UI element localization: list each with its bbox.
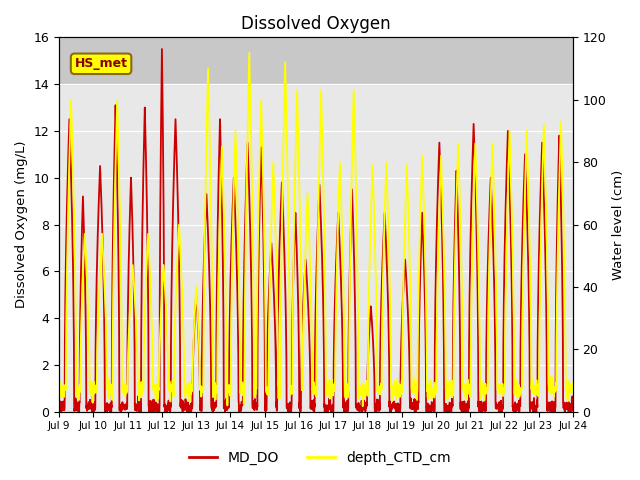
Legend: MD_DO, depth_CTD_cm: MD_DO, depth_CTD_cm bbox=[184, 445, 456, 471]
Y-axis label: Water level (cm): Water level (cm) bbox=[612, 169, 625, 280]
Bar bbox=[59, 37, 573, 84]
Y-axis label: Dissolved Oxygen (mg/L): Dissolved Oxygen (mg/L) bbox=[15, 141, 28, 308]
Title: Dissolved Oxygen: Dissolved Oxygen bbox=[241, 15, 391, 33]
Text: HS_met: HS_met bbox=[75, 57, 127, 70]
